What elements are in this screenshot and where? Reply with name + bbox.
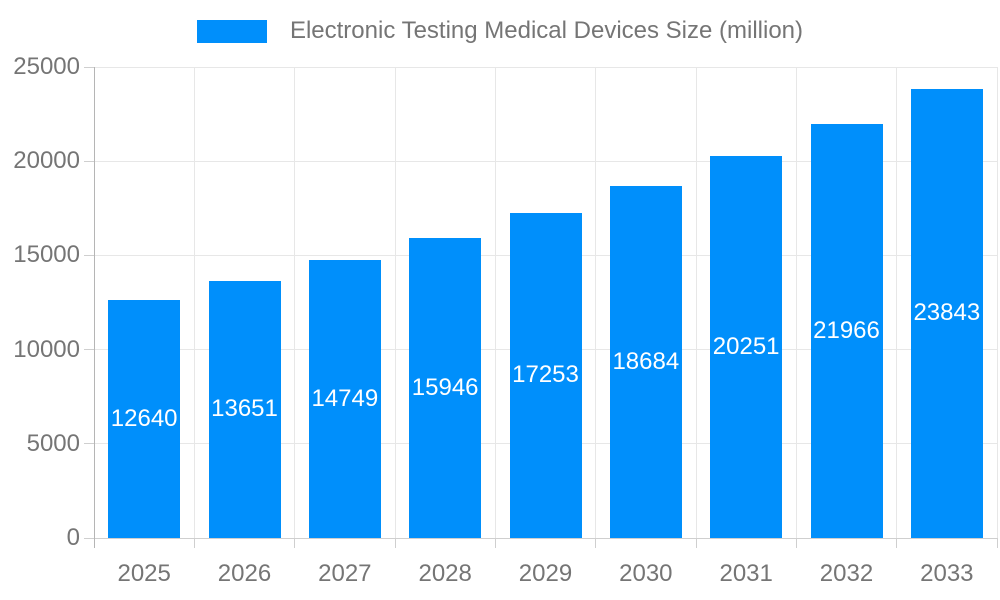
bar-value-label: 21966 <box>813 317 880 345</box>
x-axis-label: 2033 <box>920 560 974 587</box>
h-gridline <box>94 537 997 539</box>
x-tick <box>394 538 396 548</box>
v-gridline <box>695 67 697 538</box>
h-gridline <box>94 66 997 68</box>
y-axis-label: 0 <box>66 524 80 551</box>
y-axis-label: 10000 <box>13 335 80 363</box>
v-gridline <box>394 67 396 538</box>
x-axis-label: 2026 <box>217 560 272 587</box>
x-axis-label: 2029 <box>518 560 573 587</box>
y-tick <box>84 537 94 539</box>
bar-value-label: 18684 <box>612 347 680 375</box>
plot-area: 12640 13651 14749 15946 17253 18684 20251 21966… <box>94 66 998 548</box>
bar[interactable]: 23843 <box>910 88 983 538</box>
y-tick <box>84 66 94 68</box>
y-tick <box>84 160 94 162</box>
bar[interactable]: 15946 <box>409 237 482 538</box>
v-gridline <box>896 67 898 538</box>
bar-value-label: 14749 <box>311 385 379 413</box>
bar[interactable]: 20251 <box>710 156 783 538</box>
x-axis-label: 2030 <box>619 560 673 587</box>
legend-label: Electronic Testing Medical Devices Size … <box>289 17 804 44</box>
x-axis-label: 2025 <box>117 560 171 587</box>
v-gridline <box>595 67 597 538</box>
bar-value-label: 17253 <box>512 361 579 389</box>
x-tick <box>695 538 697 548</box>
bar[interactable]: 21966 <box>810 124 883 538</box>
x-tick <box>795 538 797 548</box>
legend[interactable]: Electronic Testing Medical Devices Size … <box>0 17 1000 45</box>
bar-value-label: 23843 <box>913 299 981 327</box>
bar[interactable]: 17253 <box>509 212 582 538</box>
v-gridline <box>494 67 496 538</box>
bar-value-label: 20251 <box>712 333 780 361</box>
x-tick <box>494 538 496 548</box>
y-axis-label: 5000 <box>26 429 80 457</box>
v-gridline <box>795 67 797 538</box>
y-axis-label: 20000 <box>13 147 80 175</box>
y-axis-label: 15000 <box>13 241 80 269</box>
bar-value-label: 15946 <box>411 373 479 401</box>
y-axis-label: 25000 <box>13 53 80 80</box>
bar-value-label: 12640 <box>110 404 178 432</box>
h-gridline <box>94 160 997 162</box>
v-gridline <box>996 67 998 538</box>
legend-swatch-icon <box>196 19 267 43</box>
y-axis-line <box>94 67 95 548</box>
x-axis-label: 2031 <box>719 560 773 587</box>
x-tick <box>595 538 597 548</box>
bar[interactable]: 14749 <box>308 260 381 538</box>
x-axis-label: 2028 <box>418 560 472 587</box>
x-tick <box>193 538 195 548</box>
y-tick <box>84 443 94 445</box>
v-gridline <box>193 67 195 538</box>
y-tick <box>84 254 94 256</box>
x-axis-label: 2032 <box>819 560 874 587</box>
x-tick <box>896 538 898 548</box>
bar[interactable]: 12640 <box>108 299 181 538</box>
bar-value-label: 13651 <box>211 395 278 423</box>
bar[interactable]: 13651 <box>208 280 281 538</box>
x-tick <box>294 538 296 548</box>
y-tick <box>84 349 94 351</box>
v-gridline <box>294 67 296 538</box>
bar[interactable]: 18684 <box>609 185 682 538</box>
x-axis-label: 2027 <box>318 560 372 587</box>
x-tick <box>996 538 998 548</box>
